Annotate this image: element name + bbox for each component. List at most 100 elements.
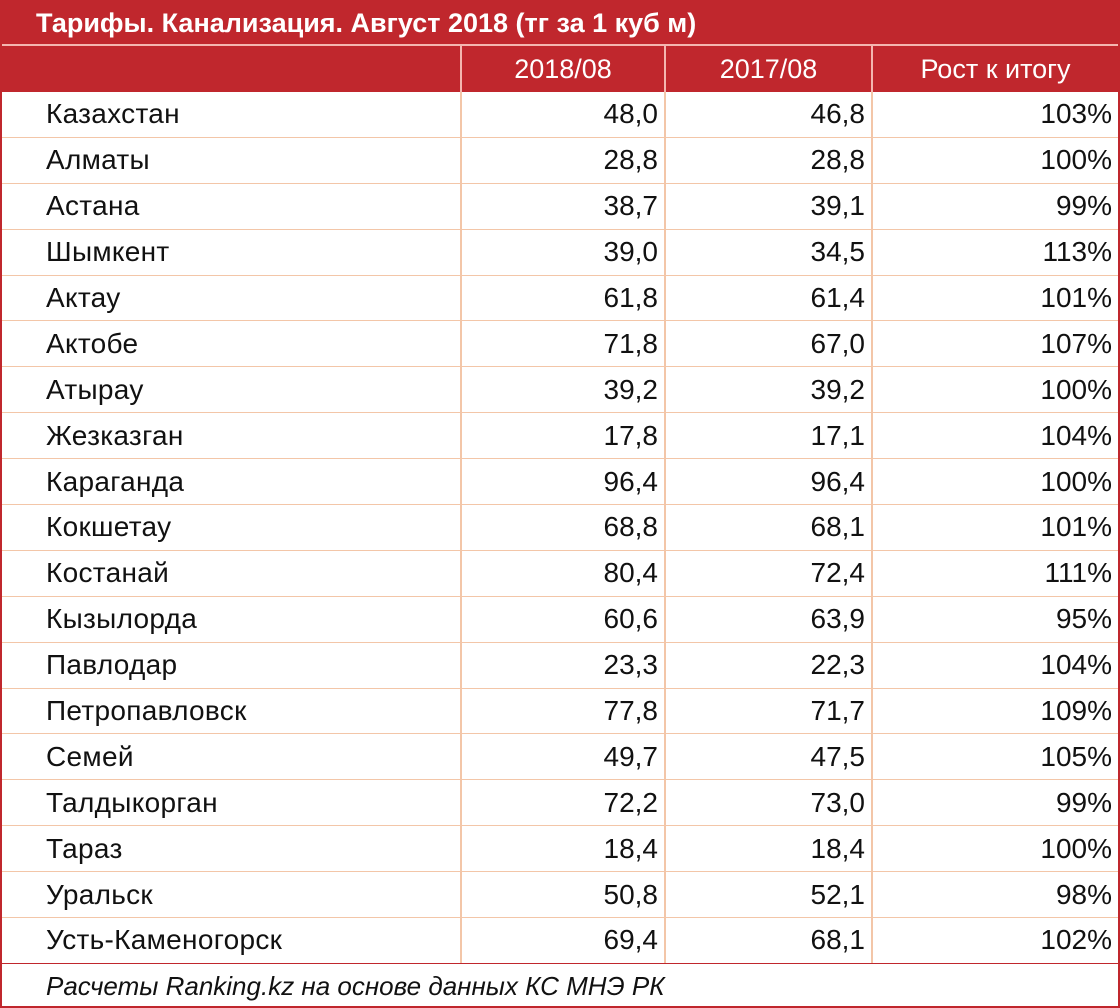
region-cell: Кызылорда (2, 595, 461, 643)
region-cell: Казахстан (46, 98, 180, 130)
value-2017-cell: 73,0 (664, 779, 872, 826)
growth-cell: 109% (871, 687, 1118, 734)
region-cell: Уральск (2, 871, 461, 918)
value-2018-cell: 71,8 (460, 320, 665, 367)
value-2018-cell: 61,8 (460, 274, 665, 321)
table-row: Павлодар 23,3 22,3 104% (2, 641, 1118, 689)
growth-cell: 102% (871, 917, 1118, 963)
table-row: Тараз 18,4 18,4 100% (2, 825, 1118, 872)
value-2017-cell: 28,8 (664, 136, 872, 184)
table-body: Казахстан 48,0 46,8 103% Алматы 28,8 28,8 100% А… (2, 92, 1118, 963)
table-row: Семей 49,7 47,5 105% (2, 733, 1118, 780)
growth-cell: 107% (871, 320, 1118, 367)
growth-cell: 103% (871, 92, 1118, 138)
value-2017-cell: 67,0 (664, 320, 872, 367)
header-row: 2018/08 2017/08 Рост к итогу (2, 44, 1118, 92)
value-2017-cell: 68,1 (664, 504, 872, 551)
table-row: Актобе 71,8 67,0 107% (2, 320, 1118, 367)
growth-cell: 101% (871, 504, 1118, 551)
value-2017-cell: 17,1 (664, 412, 872, 459)
growth-cell: 104% (871, 641, 1118, 689)
value-2018-cell: 72,2 (460, 779, 665, 826)
table-row: Талдыкорган 72,2 73,0 99% (2, 779, 1118, 826)
region-cell: Шымкент (2, 228, 461, 276)
value-2017-cell: 63,9 (664, 595, 872, 643)
region-cell: Жезказган (2, 412, 461, 459)
value-2017-cell: 18,4 (664, 825, 872, 872)
table-row: Усть-Каменогорск 69,4 68,1 102% (2, 917, 1118, 963)
region-cell: Атырау (2, 366, 461, 413)
value-2017-cell: 39,1 (664, 182, 872, 230)
value-2018-cell: 28,8 (460, 136, 665, 184)
value-2018-cell: 50,8 (460, 871, 665, 918)
region-cell: Усть-Каменогорск (2, 917, 461, 963)
value-2018-cell: 18,4 (460, 825, 665, 872)
header-2018: 2018/08 (460, 44, 665, 92)
region-cell: Семей (2, 733, 461, 780)
region-cell: Алматы (2, 136, 461, 184)
growth-cell: 113% (871, 228, 1118, 276)
value-2017-cell: 71,7 (664, 687, 872, 734)
value-2018-cell: 48,0 (460, 92, 665, 138)
header-2017: 2017/08 (664, 44, 872, 92)
growth-cell: 100% (871, 136, 1118, 184)
value-2017-cell: 22,3 (664, 641, 872, 689)
growth-cell: 104% (871, 412, 1118, 459)
table-row: Алматы 28,8 28,8 100% (2, 136, 1118, 184)
table-row: Астана 38,7 39,1 99% (2, 182, 1118, 230)
table-row: Атырау 39,2 39,2 100% (2, 366, 1118, 413)
value-2018-cell: 68,8 (460, 504, 665, 551)
growth-cell: 99% (871, 182, 1118, 230)
value-2017-cell: 61,4 (664, 274, 872, 321)
header-growth: Рост к итогу (871, 44, 1118, 92)
region-cell: Петропавловск (2, 687, 461, 734)
value-2018-cell: 39,0 (460, 228, 665, 276)
source-note: Расчеты Ranking.kz на основе данных КС М… (2, 962, 1118, 1008)
table-row: Костанай 80,4 72,4 111% (2, 549, 1118, 597)
value-2017-cell: 52,1 (664, 871, 872, 918)
growth-cell: 100% (871, 366, 1118, 413)
value-2018-cell: 60,6 (460, 595, 665, 643)
growth-cell: 100% (871, 825, 1118, 872)
value-2017-cell: 34,5 (664, 228, 872, 276)
growth-cell: 99% (871, 779, 1118, 826)
table-row: Караганда 96,4 96,4 100% (2, 458, 1118, 505)
table-title: Тарифы. Канализация. Август 2018 (тг за … (2, 2, 1118, 44)
region-cell: Актау (2, 274, 461, 321)
region-cell: Актобе (2, 320, 461, 367)
region-cell: Павлодар (2, 641, 461, 689)
header-region (2, 44, 461, 92)
value-2017-cell: 68,1 (664, 917, 872, 963)
growth-cell: 98% (871, 871, 1118, 918)
table-row: Актау 61,8 61,4 101% (2, 274, 1118, 321)
region-cell: Караганда (2, 458, 461, 505)
table-row: Петропавловск 77,8 71,7 109% (2, 687, 1118, 734)
region-cell: Кокшетау (2, 504, 461, 551)
table-row: Казахстан 48,0 46,8 103% (2, 92, 1118, 138)
table-row: Кызылорда 60,6 63,9 95% (2, 595, 1118, 643)
value-2018-cell: 38,7 (460, 182, 665, 230)
value-2018-cell: 80,4 (460, 549, 665, 597)
region-cell: Астана (2, 182, 461, 230)
region-cell: Костанай (2, 549, 461, 597)
region-cell: Талдыкорган (2, 779, 461, 826)
growth-cell: 95% (871, 595, 1118, 643)
table-row: Уральск 50,8 52,1 98% (2, 871, 1118, 918)
growth-cell: 111% (871, 549, 1118, 597)
table-row: Кокшетау 68,8 68,1 101% (2, 504, 1118, 551)
value-2018-cell: 96,4 (460, 458, 665, 505)
value-2017-cell: 39,2 (664, 366, 872, 413)
growth-cell: 105% (871, 733, 1118, 780)
value-2018-cell: 69,4 (460, 917, 665, 963)
value-2018-cell: 23,3 (460, 641, 665, 689)
value-2017-cell: 46,8 (664, 92, 872, 138)
growth-cell: 100% (871, 458, 1118, 505)
region-cell: Тараз (2, 825, 461, 872)
table-row: Шымкент 39,0 34,5 113% (2, 228, 1118, 276)
value-2017-cell: 96,4 (664, 458, 872, 505)
value-2017-cell: 72,4 (664, 549, 872, 597)
growth-cell: 101% (871, 274, 1118, 321)
value-2018-cell: 77,8 (460, 687, 665, 734)
tariff-table: 2018/08 2017/08 Рост к итогу Казахстан 48… (2, 44, 1118, 963)
